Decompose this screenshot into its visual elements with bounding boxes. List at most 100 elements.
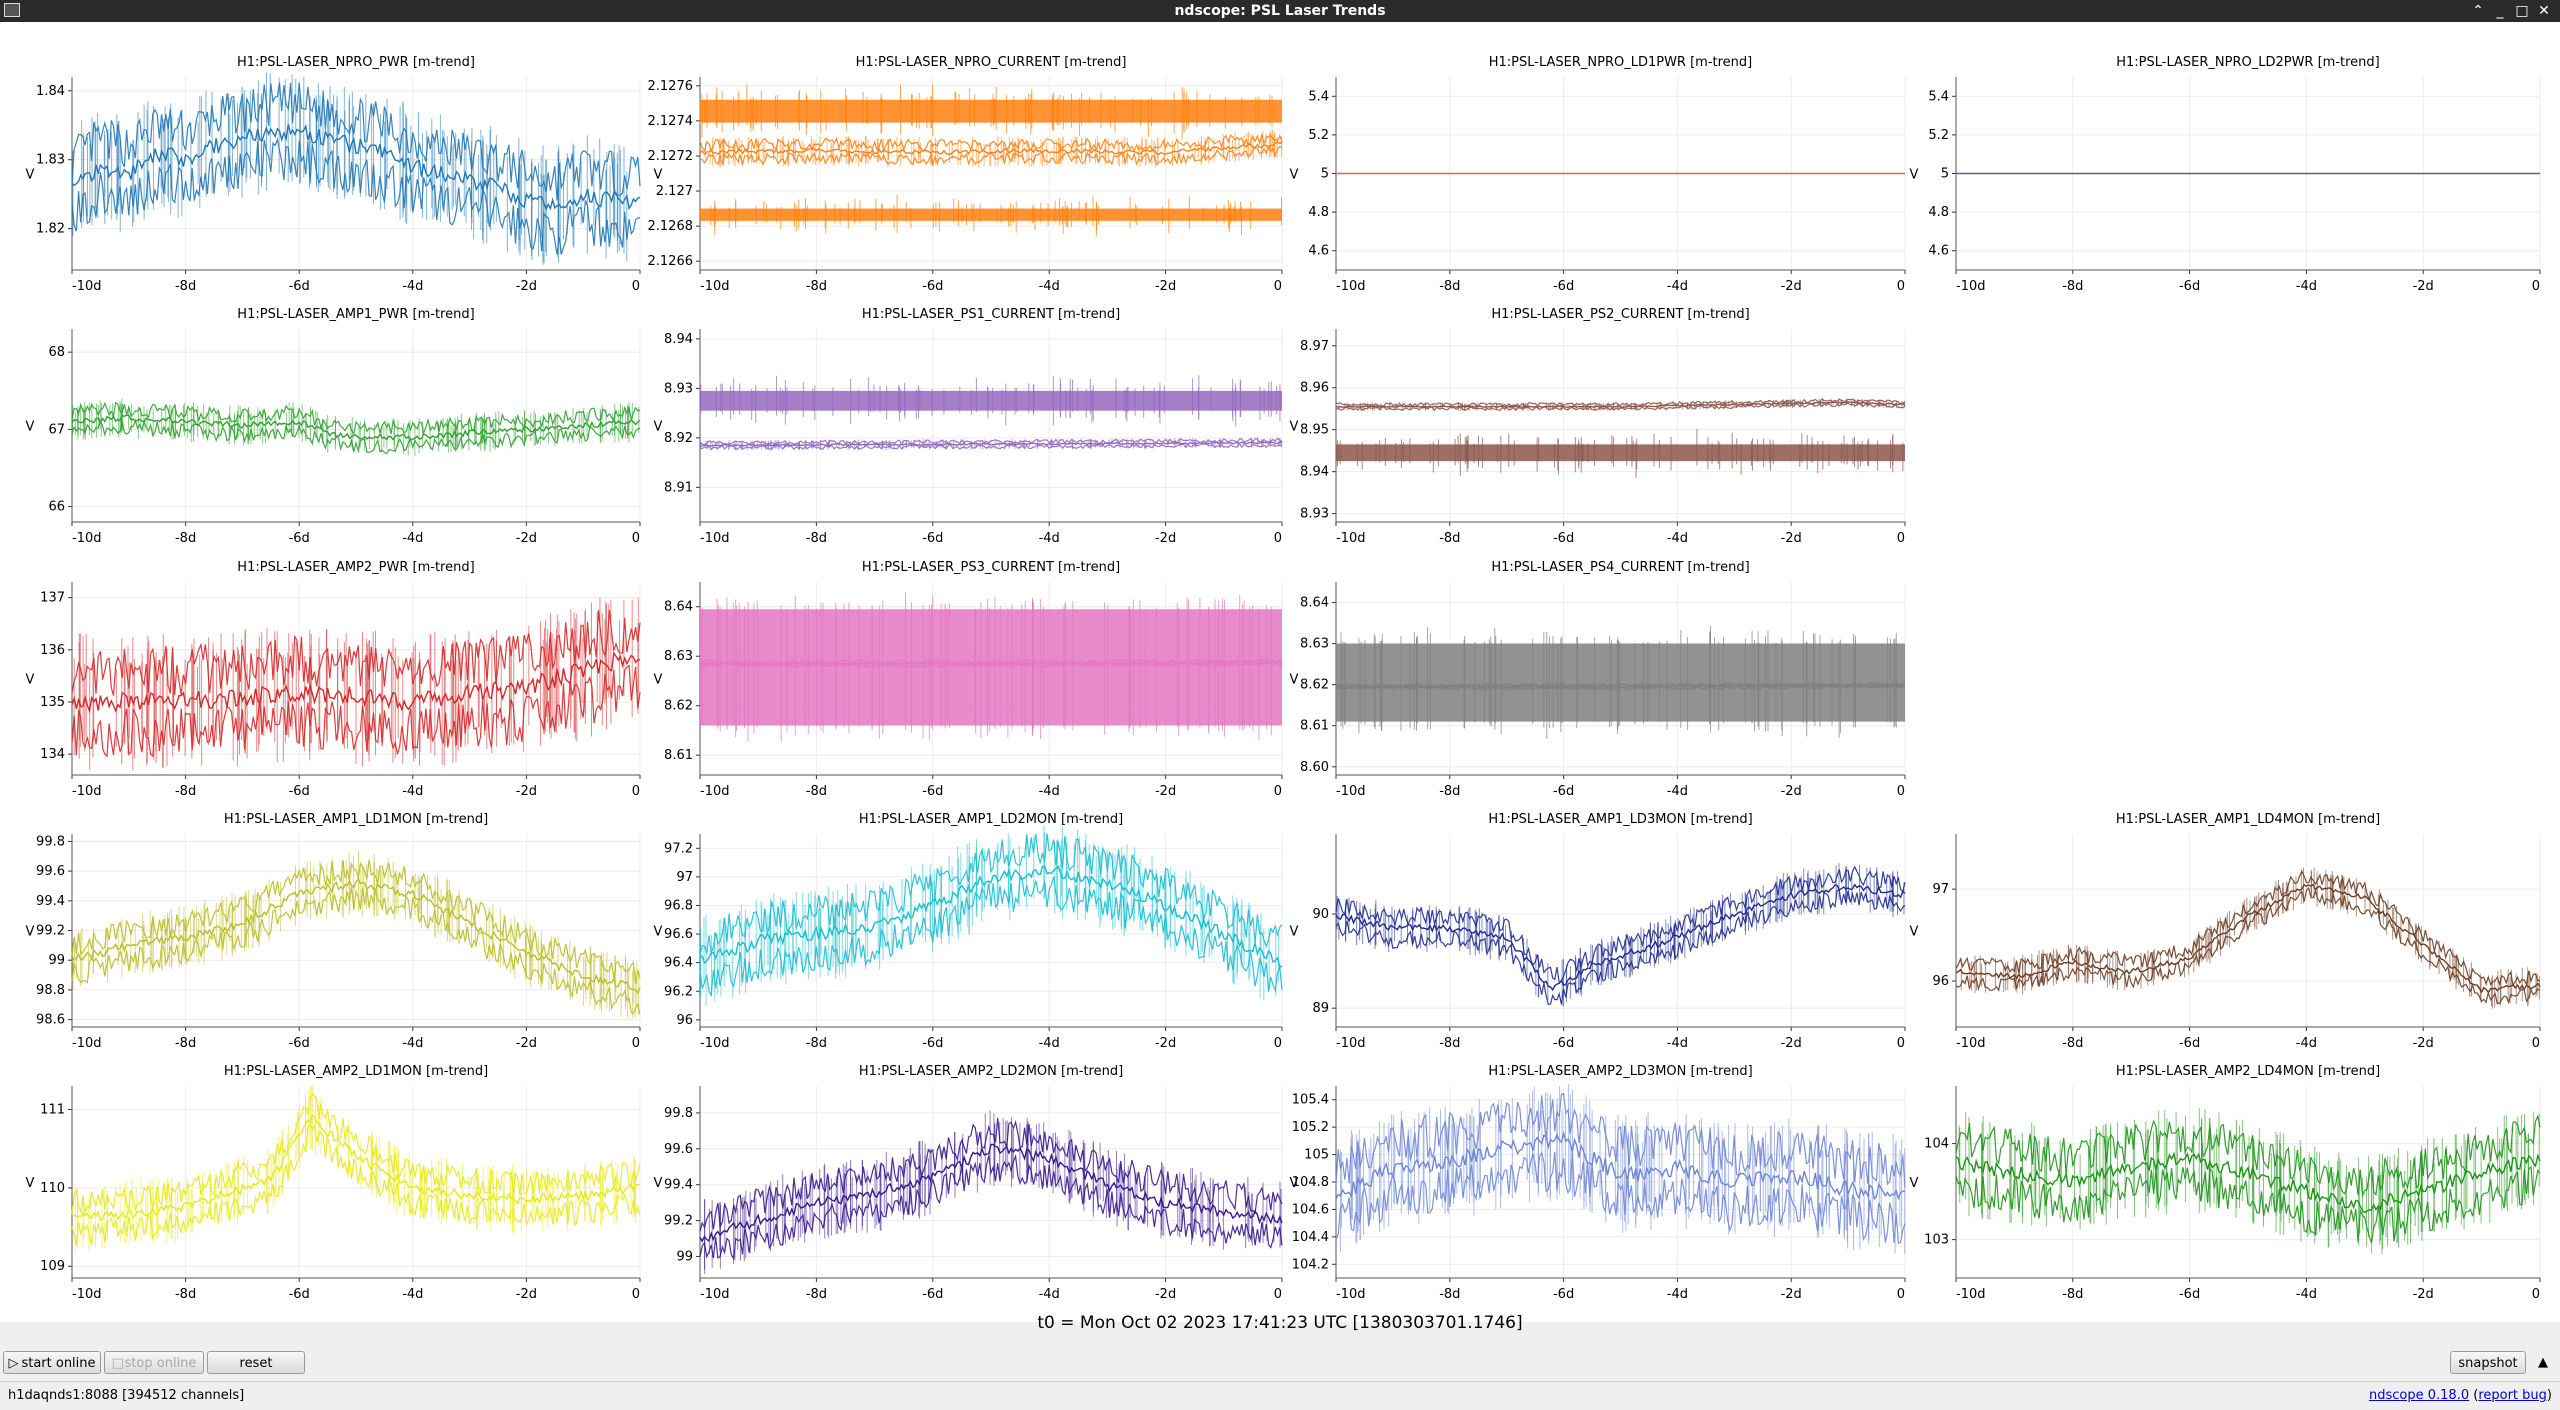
y-tick-label: 66	[48, 500, 65, 515]
play-icon: ▷	[8, 1356, 19, 1371]
plot-amp2-pwr[interactable]: H1:PSL-LASER_AMP2_PWR [m-trend] -10d -8d -6…	[26, 560, 641, 799]
trend-max-line	[1335, 1092, 1906, 1188]
plot-title: H1:PSL-LASER_AMP2_LD2MON [m-trend]	[859, 1064, 1123, 1079]
plot-title: H1:PSL-LASER_PS3_CURRENT [m-trend]	[862, 560, 1120, 575]
y-axis-label: V	[1290, 168, 1299, 183]
y-tick-label: 104.2	[1292, 1257, 1329, 1272]
reset-button[interactable]: reset	[207, 1351, 305, 1374]
x-tick-label: -10d	[1336, 279, 1366, 294]
x-tick-label: -10d	[700, 784, 730, 799]
plot-title: H1:PSL-LASER_PS1_CURRENT [m-trend]	[862, 307, 1120, 322]
plot-npro-pwr[interactable]: H1:PSL-LASER_NPRO_PWR [m-trend] -10d -8d -6…	[26, 55, 641, 294]
y-axis-label: V	[1910, 925, 1919, 940]
plot-amp1-ld2mon[interactable]: H1:PSL-LASER_AMP1_LD2MON [m-trend] -10d -8…	[654, 812, 1283, 1051]
plot-amp1-ld4mon[interactable]: H1:PSL-LASER_AMP1_LD4MON [m-trend] -10d -8…	[1910, 812, 2541, 1051]
stop-online-button[interactable]: □stop online	[104, 1351, 204, 1374]
snapshot-button[interactable]: snapshot	[2450, 1351, 2526, 1374]
trend-max-line	[699, 1117, 1283, 1232]
x-tick-label: -10d	[700, 1036, 730, 1051]
y-tick-label: 8.60	[1300, 760, 1329, 775]
y-tick-label: 8.94	[664, 332, 693, 347]
plot-amp1-ld3mon[interactable]: H1:PSL-LASER_AMP1_LD3MON [m-trend] -10d -8…	[1290, 812, 1906, 1051]
noise-band	[700, 609, 1282, 726]
start-online-label: start online	[21, 1356, 96, 1371]
y-tick-label: 67	[48, 422, 65, 437]
y-tick-label: 97.2	[664, 841, 693, 856]
y-tick-label: 104.4	[1292, 1230, 1329, 1245]
x-tick-label: 0	[1274, 531, 1282, 546]
x-tick-label: -2d	[516, 531, 537, 546]
trend-mean-line	[1955, 883, 2541, 994]
x-tick-label: -2d	[1781, 784, 1802, 799]
x-tick-label: -6d	[1553, 1287, 1574, 1302]
x-tick-label: -4d	[402, 1036, 423, 1051]
x-tick-label: -6d	[1553, 531, 1574, 546]
plot-ps4-current[interactable]: H1:PSL-LASER_PS4_CURRENT [m-trend] -10d -8…	[1290, 560, 1906, 799]
x-tick-label: -10d	[72, 1036, 102, 1051]
server-status: h1daqnds1:8088 [394512 channels]	[8, 1388, 245, 1403]
plot-npro-ld1pwr[interactable]: H1:PSL-LASER_NPRO_LD1PWR [m-trend] -10d -8…	[1290, 55, 1906, 294]
plot-ps3-current[interactable]: H1:PSL-LASER_PS3_CURRENT [m-trend] -10d -8…	[654, 560, 1283, 799]
app-icon[interactable]	[4, 3, 20, 17]
x-tick-label: -6d	[922, 784, 943, 799]
y-tick-label: 99.6	[664, 1142, 693, 1157]
plot-title: H1:PSL-LASER_AMP2_PWR [m-trend]	[237, 560, 474, 575]
plot-npro-current[interactable]: H1:PSL-LASER_NPRO_CURRENT [m-trend] -10d -…	[648, 55, 1283, 294]
plot-npro-ld2pwr[interactable]: H1:PSL-LASER_NPRO_LD2PWR [m-trend] -10d -8…	[1910, 55, 2541, 294]
plot-title: H1:PSL-LASER_AMP2_LD1MON [m-trend]	[224, 1064, 488, 1079]
x-tick-label: 0	[1274, 784, 1282, 799]
y-tick-label: 5.2	[1928, 128, 1949, 143]
y-tick-label: 110	[40, 1181, 65, 1196]
x-tick-label: -8d	[2062, 1287, 2083, 1302]
x-tick-label: -10d	[1956, 1036, 1986, 1051]
y-tick-label: 8.91	[664, 480, 693, 495]
y-tick-label: 4.8	[1308, 205, 1329, 220]
trend-mean-line	[1955, 1151, 2541, 1214]
y-tick-label: 134	[40, 747, 65, 762]
plot-ps1-current[interactable]: H1:PSL-LASER_PS1_CURRENT [m-trend] -10d -8…	[654, 307, 1283, 546]
plot-amp2-ld4mon[interactable]: H1:PSL-LASER_AMP2_LD4MON [m-trend] -10d -8…	[1910, 1064, 2541, 1302]
x-tick-label: -8d	[806, 531, 827, 546]
x-tick-label: -8d	[175, 1036, 196, 1051]
plot-grid[interactable]: H1:PSL-LASER_NPRO_PWR [m-trend] -10d -8d -6…	[0, 22, 2560, 1322]
y-tick-label: 105.4	[1292, 1093, 1329, 1108]
trend-max-line	[71, 401, 641, 436]
x-tick-label: -2d	[2413, 279, 2434, 294]
expand-icon[interactable]: ▲	[2538, 1355, 2548, 1370]
x-tick-label: -8d	[175, 279, 196, 294]
trend-mean-line	[1335, 883, 1906, 992]
plot-ps2-current[interactable]: H1:PSL-LASER_PS2_CURRENT [m-trend] -10d -8…	[1290, 307, 1906, 546]
plot-amp1-pwr[interactable]: H1:PSL-LASER_AMP1_PWR [m-trend] -10d -8d -6…	[26, 307, 641, 546]
y-axis-label: V	[654, 420, 663, 435]
y-axis-label: V	[26, 420, 35, 435]
keep-above-icon[interactable]: ⌃	[2472, 3, 2484, 19]
y-tick-label: 105.2	[1292, 1120, 1329, 1135]
report-bug-link[interactable]: report bug	[2478, 1388, 2547, 1403]
plot-amp2-ld3mon[interactable]: H1:PSL-LASER_AMP2_LD3MON [m-trend] -10d -8…	[1290, 1064, 1906, 1302]
y-tick-label: 97	[676, 870, 693, 885]
start-online-button[interactable]: ▷ start online	[3, 1351, 101, 1374]
plot-amp2-ld1mon[interactable]: H1:PSL-LASER_AMP2_LD1MON [m-trend] -10d -8…	[26, 1064, 641, 1302]
close-icon[interactable]: ✕	[2538, 3, 2550, 19]
plot-amp2-ld2mon[interactable]: H1:PSL-LASER_AMP2_LD2MON [m-trend] -10d -8…	[654, 1064, 1283, 1302]
plot-title: H1:PSL-LASER_NPRO_LD1PWR [m-trend]	[1489, 55, 1753, 70]
x-tick-label: -10d	[72, 279, 102, 294]
x-tick-label: -6d	[922, 279, 943, 294]
x-tick-label: -10d	[72, 784, 102, 799]
x-tick-label: 0	[1897, 784, 1905, 799]
y-tick-label: 99.6	[36, 864, 65, 879]
minimize-icon[interactable]: _	[2496, 3, 2504, 19]
trend-max-line	[699, 437, 1283, 446]
trend-mean-line	[699, 441, 1283, 447]
y-tick-label: 103	[1924, 1233, 1949, 1248]
plot-title: H1:PSL-LASER_PS2_CURRENT [m-trend]	[1491, 307, 1749, 322]
y-tick-label: 8.61	[664, 748, 693, 763]
trend-min-line	[699, 1154, 1283, 1261]
x-tick-label: -2d	[1781, 279, 1802, 294]
title-bar: ndscope: PSL Laser Trends ⌃ _ □ ✕	[0, 0, 2560, 22]
maximize-icon[interactable]: □	[2515, 3, 2529, 19]
y-tick-label: 1.83	[36, 153, 65, 168]
y-tick-label: 137	[40, 591, 65, 606]
version-link[interactable]: ndscope 0.18.0	[2369, 1388, 2470, 1403]
plot-amp1-ld1mon[interactable]: H1:PSL-LASER_AMP1_LD1MON [m-trend] -10d -8…	[26, 812, 641, 1051]
